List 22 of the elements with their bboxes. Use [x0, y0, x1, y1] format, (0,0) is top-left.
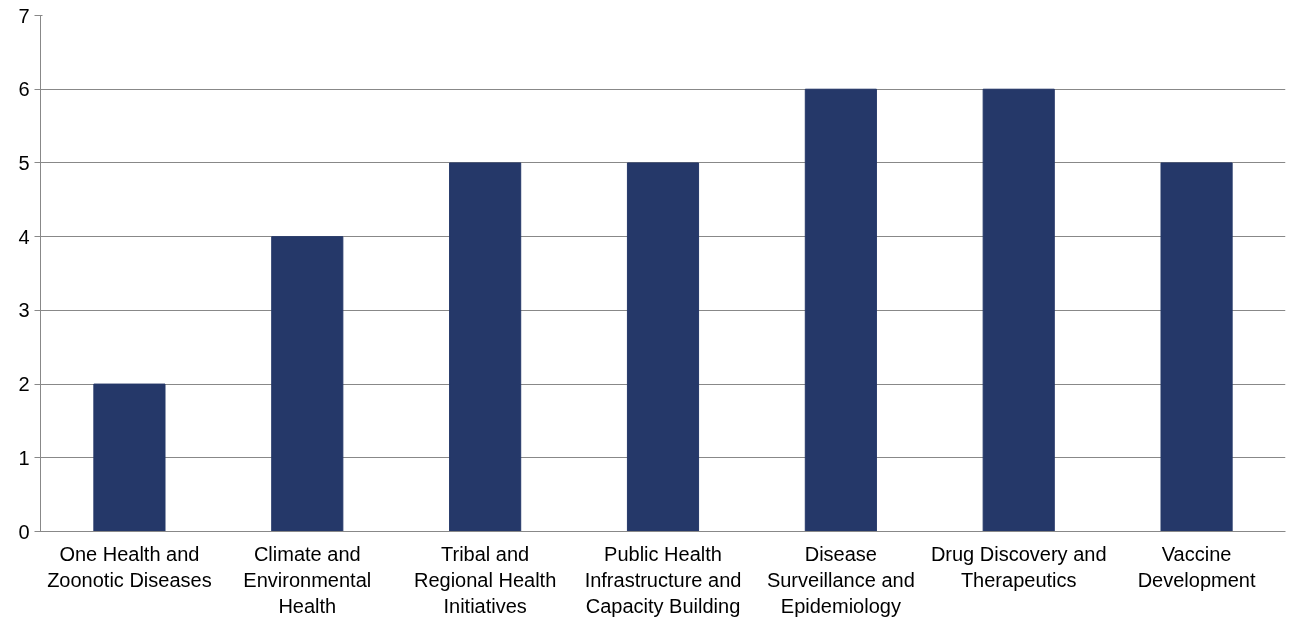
x-tick-label: Climate and Environmental Health	[243, 542, 372, 618]
x-tick-label: One Health and Zoonotic Diseases	[47, 542, 212, 591]
bar	[804, 88, 877, 532]
bar	[93, 383, 166, 532]
bar	[271, 236, 344, 532]
x-tick-label: Drug Discovery and Therapeutics	[930, 542, 1107, 591]
x-tick-label: Vaccine Development	[1137, 542, 1256, 591]
y-tick-label: 2	[18, 373, 30, 396]
y-tick-label: 5	[18, 151, 30, 174]
bar	[626, 162, 700, 532]
x-tick-label: Public Health Infrastructure and Capacity Building	[584, 542, 742, 618]
bar	[982, 88, 1055, 532]
y-tick-label: 1	[18, 446, 30, 469]
y-tick-label: 0	[18, 520, 30, 543]
y-tick-label: 3	[18, 299, 30, 322]
bar	[1160, 162, 1233, 532]
y-tick-label: 7	[18, 4, 30, 27]
x-tick-label: Disease Surveillance and Epidemiology	[766, 542, 915, 618]
x-tick-label: Tribal and Regional Health Initiatives	[413, 542, 557, 618]
y-tick-label: 4	[18, 225, 30, 248]
y-tick-label: 6	[18, 78, 30, 101]
bar	[449, 162, 522, 532]
